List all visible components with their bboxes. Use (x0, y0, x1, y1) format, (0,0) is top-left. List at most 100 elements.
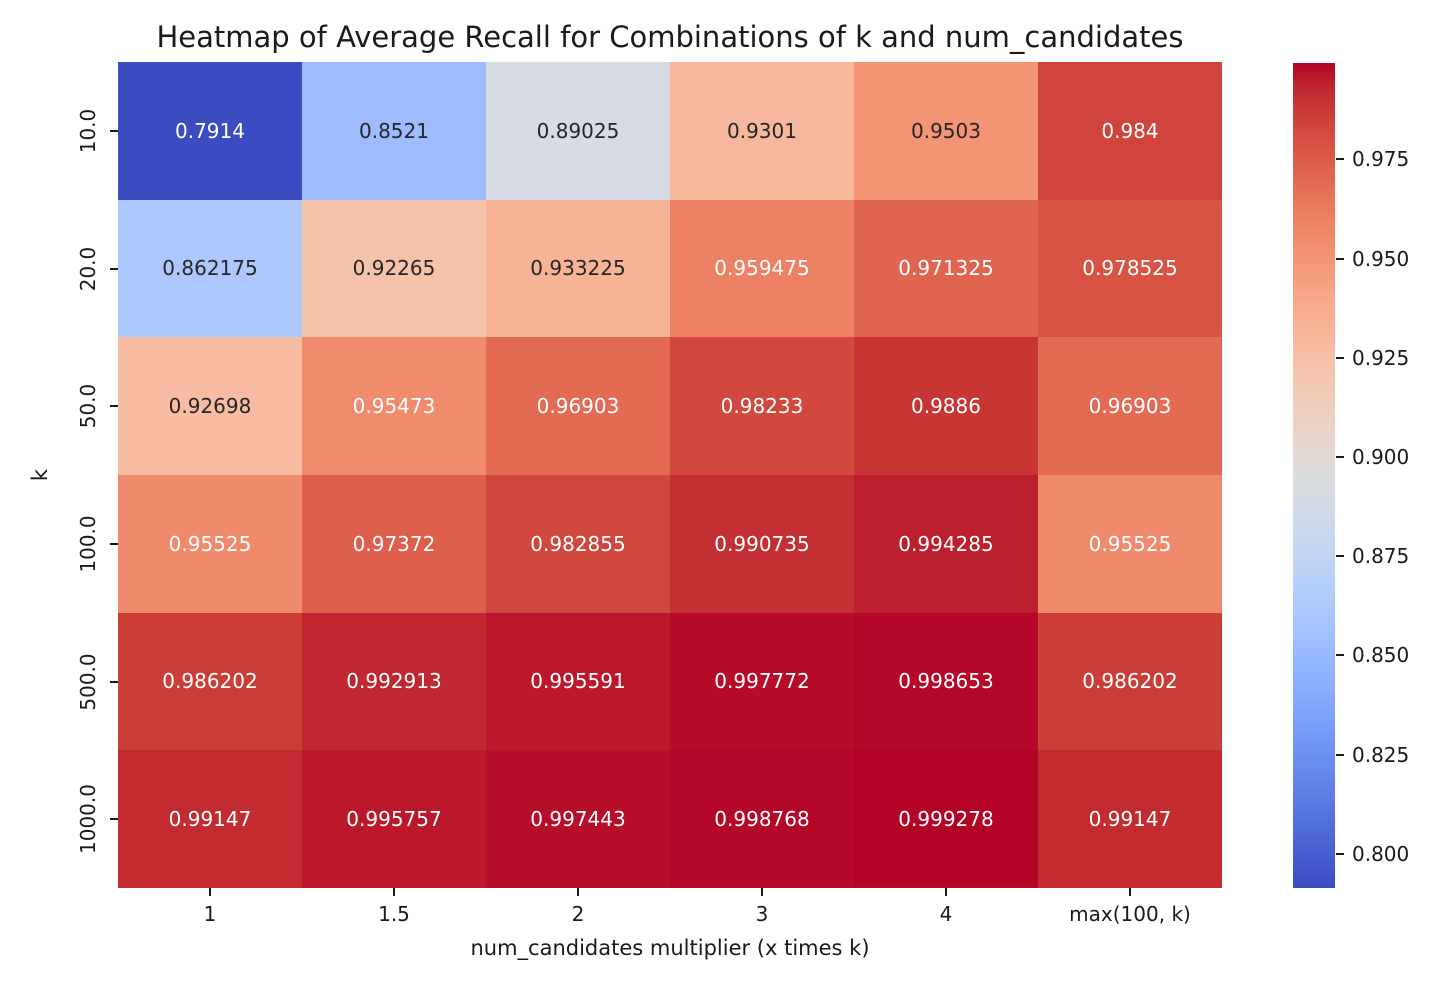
cell-value: 0.997443 (530, 807, 626, 832)
cell-value: 0.9301 (727, 118, 797, 143)
cell-value: 0.95525 (1088, 531, 1172, 556)
heatmap-cell-r0c5: 0.984 (1038, 62, 1222, 200)
y-tick-label: 1000.0 (76, 784, 100, 855)
y-tick-label: 10.0 (76, 108, 100, 154)
x-tick-label: 2 (571, 902, 585, 926)
heatmap-cell-r3c2: 0.982855 (486, 475, 670, 613)
heatmap-cell-r2c2: 0.96903 (486, 337, 670, 475)
heatmap-cell-r3c1: 0.97372 (302, 475, 486, 613)
heatmap-cell-r2c4: 0.9886 (854, 337, 1038, 475)
cell-value: 0.95525 (168, 531, 252, 556)
colorbar-tick-mark (1336, 753, 1344, 756)
colorbar-tick-label: 0.950 (1352, 246, 1410, 271)
heatmap-cell-r4c0: 0.986202 (118, 612, 302, 751)
cell-value: 0.990735 (714, 531, 810, 556)
cell-value: 0.96903 (1088, 394, 1172, 419)
heatmap-cell-r4c2: 0.995591 (486, 612, 670, 751)
heatmap-cell-r3c0: 0.95525 (118, 475, 302, 613)
cell-value: 0.96903 (536, 394, 620, 419)
cell-value: 0.995757 (346, 807, 442, 832)
heatmap-cell-r1c0: 0.862175 (118, 199, 302, 338)
cell-value: 0.7914 (175, 118, 245, 143)
cell-value: 0.933225 (530, 256, 626, 281)
cell-value: 0.89025 (536, 118, 620, 143)
cell-value: 0.959475 (714, 256, 810, 281)
heatmap-cell-r4c4: 0.998653 (854, 612, 1038, 751)
heatmap-cell-r5c1: 0.995757 (302, 750, 486, 888)
cell-value: 0.99147 (1088, 807, 1172, 832)
heatmap-cell-r3c5: 0.95525 (1038, 475, 1222, 613)
heatmap-cell-r2c3: 0.98233 (670, 337, 854, 475)
y-axis-label: k (28, 468, 52, 482)
heatmap-cell-r0c2: 0.89025 (486, 62, 670, 200)
x-tick-mark (393, 888, 395, 896)
heatmap-cell-r1c3: 0.959475 (670, 199, 854, 338)
heatmap-cell-r0c0: 0.7914 (118, 62, 302, 200)
cell-value: 0.998653 (898, 669, 994, 694)
colorbar-tick-label: 0.975 (1352, 147, 1410, 172)
heatmap-cell-r4c1: 0.992913 (302, 612, 486, 751)
colorbar-tick-mark (1336, 456, 1344, 458)
cell-value: 0.95473 (352, 394, 436, 419)
chart-title: Heatmap of Average Recall for Combinatio… (156, 20, 1184, 54)
heatmap-cell-r5c4: 0.999278 (854, 750, 1038, 888)
x-tick-label: 1.5 (378, 902, 410, 926)
cell-value: 0.99147 (168, 807, 252, 832)
heatmap-cell-r3c4: 0.994285 (854, 475, 1038, 613)
cell-value: 0.982855 (530, 531, 626, 556)
heatmap-cell-r1c1: 0.92265 (302, 199, 486, 338)
colorbar-tick-mark (1336, 555, 1344, 558)
cell-value: 0.998768 (714, 807, 810, 832)
colorbar (1293, 63, 1335, 888)
heatmap-cell-r0c1: 0.8521 (302, 62, 486, 200)
heatmap-grid: 0.7914 0.8521 0.89025 0.9301 0.9503 0.984 0.86… (118, 62, 1222, 888)
heatmap-cell-r1c5: 0.978525 (1038, 199, 1222, 338)
cell-value: 0.9503 (911, 118, 981, 143)
y-tick-mark (110, 405, 118, 408)
y-tick-mark (110, 129, 118, 132)
colorbar-tick-mark (1336, 654, 1344, 657)
heatmap-cell-r0c4: 0.9503 (854, 62, 1038, 200)
colorbar-tick-label: 0.800 (1352, 841, 1410, 866)
x-tick-label: 3 (755, 902, 769, 926)
cell-value: 0.92265 (352, 256, 436, 281)
cell-value: 0.978525 (1082, 256, 1178, 281)
cell-value: 0.98233 (720, 394, 804, 419)
heatmap-cell-r0c3: 0.9301 (670, 62, 854, 200)
x-axis-label: num_candidates multiplier (x times k) (470, 936, 870, 960)
cell-value: 0.986202 (162, 669, 258, 694)
cell-value: 0.92698 (168, 394, 252, 419)
cell-value: 0.997772 (714, 669, 810, 694)
cell-value: 0.994285 (898, 531, 994, 556)
colorbar-tick-label: 0.875 (1352, 544, 1410, 569)
cell-value: 0.999278 (898, 807, 994, 832)
cell-value: 0.995591 (530, 669, 626, 694)
y-tick-label: 20.0 (76, 246, 100, 291)
y-tick-mark (110, 542, 118, 545)
y-tick-mark (110, 818, 118, 821)
x-tick-mark (209, 888, 211, 896)
x-tick-mark (577, 888, 579, 896)
y-tick-label: 100.0 (76, 515, 100, 573)
colorbar-tick-label: 0.825 (1352, 742, 1410, 767)
heatmap-cell-r5c0: 0.99147 (118, 750, 302, 888)
x-tick-mark (945, 888, 947, 896)
heatmap-cell-r4c5: 0.986202 (1038, 612, 1222, 751)
y-tick-mark (110, 680, 118, 683)
heatmap-cell-r5c2: 0.997443 (486, 750, 670, 888)
colorbar-tick-label: 0.850 (1352, 643, 1410, 668)
cell-value: 0.971325 (898, 256, 994, 281)
cell-value: 0.984 (1101, 118, 1159, 143)
heatmap-cell-r2c1: 0.95473 (302, 337, 486, 475)
cell-value: 0.986202 (1082, 669, 1178, 694)
heatmap-cell-r5c3: 0.998768 (670, 750, 854, 888)
colorbar-tick-label: 0.925 (1352, 345, 1410, 370)
heatmap-cell-r2c5: 0.96903 (1038, 337, 1222, 475)
cell-value: 0.992913 (346, 669, 442, 694)
heatmap-cell-r2c0: 0.92698 (118, 337, 302, 475)
colorbar-tick-mark (1336, 852, 1344, 855)
x-tick-label: 1 (203, 902, 217, 926)
x-tick-mark (761, 888, 763, 896)
y-tick-label: 50.0 (76, 383, 100, 429)
